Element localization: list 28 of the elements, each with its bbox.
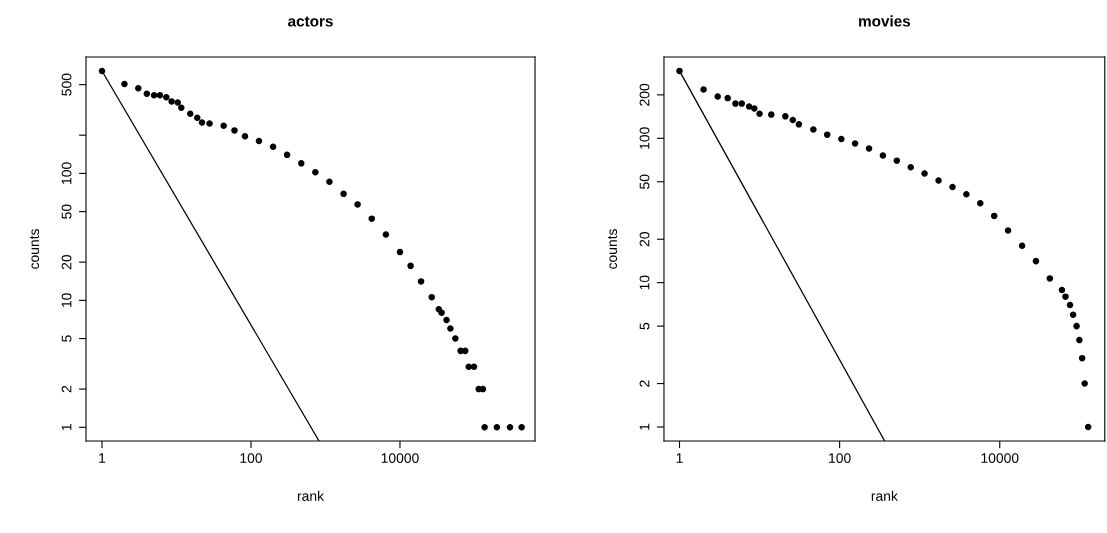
y-tick-label: 1 — [639, 423, 650, 430]
y-axis-title: counts — [607, 229, 618, 269]
y-tick-label: 100 — [61, 162, 72, 184]
y-tick-label: 500 — [61, 73, 72, 96]
x-axis-title: rank — [297, 490, 325, 501]
x-axis-title: rank — [871, 490, 898, 501]
y-tick-label: 50 — [61, 204, 72, 219]
y-tick-label: 20 — [639, 232, 650, 247]
y-tick-label: 2 — [61, 385, 72, 393]
y-tick-label: 10 — [61, 293, 72, 308]
y-tick-label: 2 — [639, 380, 650, 387]
y-tick-label: 5 — [639, 322, 650, 330]
x-tick-label: 10000 — [381, 453, 419, 464]
y-tick-label: 1 — [61, 424, 72, 431]
y-tick-label: 200 — [639, 83, 650, 106]
y-tick-label: 10 — [639, 275, 650, 290]
x-tick-label: 100 — [240, 453, 263, 464]
y-axis-title: counts — [29, 229, 40, 269]
x-tick-label: 10000 — [981, 453, 1019, 464]
chart-title: actors — [288, 16, 333, 27]
x-tick-label: 1 — [676, 453, 683, 463]
chart-title: movies — [859, 15, 911, 27]
y-tick-label: 5 — [61, 335, 72, 342]
x-tick-label: 1 — [99, 453, 106, 463]
x-tick-label: 100 — [829, 453, 851, 464]
y-tick-label: 50 — [639, 174, 650, 189]
y-tick-label: 20 — [61, 254, 72, 270]
y-tick-label: 100 — [639, 127, 650, 149]
